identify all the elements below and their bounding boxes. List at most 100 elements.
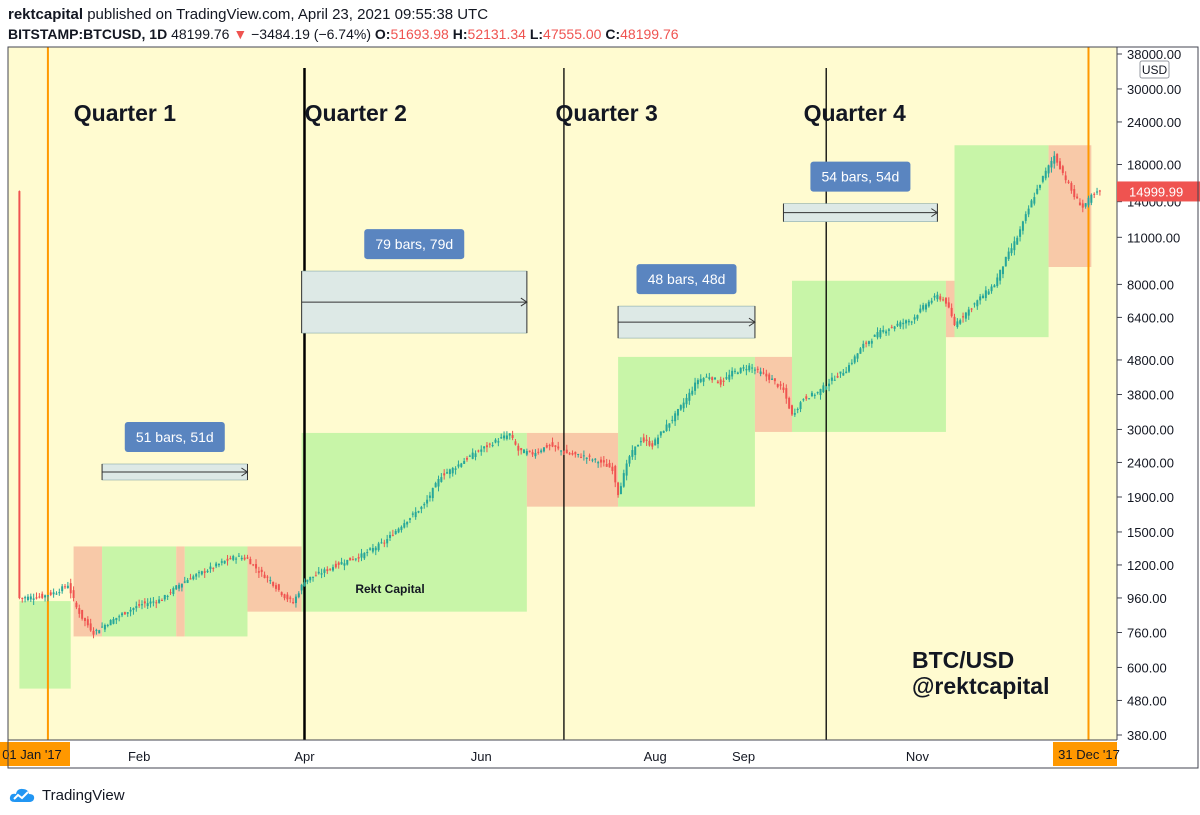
candle-down xyxy=(263,574,266,579)
candle-up xyxy=(135,606,138,609)
candle-down xyxy=(782,387,785,390)
candle-up xyxy=(924,304,927,310)
measure-arrow-head xyxy=(520,297,528,307)
candle-up xyxy=(591,459,594,461)
candle-down xyxy=(520,448,523,451)
candle-up xyxy=(982,295,985,299)
candle-up xyxy=(1096,191,1099,193)
candle-down xyxy=(711,377,714,381)
price-tick-label: 38000.00 xyxy=(1127,47,1181,62)
candle-up xyxy=(500,437,503,439)
author-name[interactable]: rektcapital xyxy=(8,6,84,23)
candle-down xyxy=(722,380,725,382)
pullback-zone xyxy=(945,280,955,338)
candle-up xyxy=(1044,170,1047,179)
measure-label: 79 bars, 79d xyxy=(375,236,453,252)
candle-down xyxy=(266,576,269,578)
candle-up xyxy=(363,552,366,559)
candle-up xyxy=(178,584,181,589)
candle-down xyxy=(537,451,540,453)
candle-down xyxy=(580,456,583,458)
candle-up xyxy=(403,523,406,528)
candle-down xyxy=(260,569,263,573)
measure-label: 48 bars, 48d xyxy=(648,271,726,287)
candle-down xyxy=(246,557,249,559)
candle-down xyxy=(255,564,258,569)
candle-up xyxy=(736,372,739,375)
candle-down xyxy=(226,558,229,561)
candle-down xyxy=(551,442,554,447)
candle-up xyxy=(103,624,106,630)
end-date-label: 31 Dec '17 xyxy=(1058,747,1120,762)
price-tick-label: 600.00 xyxy=(1127,660,1167,675)
corner-caption: @rektcapital xyxy=(912,673,1049,699)
candle-up xyxy=(927,301,930,307)
candle-up xyxy=(637,444,640,447)
high-value: 52131.34 xyxy=(467,26,526,42)
candle-up xyxy=(52,592,55,595)
candle-up xyxy=(628,456,631,464)
candle-up xyxy=(371,548,374,552)
candle-up xyxy=(582,455,585,457)
candle-down xyxy=(1073,189,1076,198)
candle-down xyxy=(805,396,808,399)
candle-up xyxy=(98,630,101,634)
candle-down xyxy=(326,569,329,571)
candle-down xyxy=(292,602,295,604)
candle-up xyxy=(115,617,118,621)
candle-up xyxy=(198,572,201,574)
candle-up xyxy=(411,513,414,515)
candle-up xyxy=(186,579,189,583)
candle-up xyxy=(300,584,303,591)
time-axis xyxy=(0,740,1200,768)
candle-up xyxy=(175,585,178,590)
candle-down xyxy=(865,342,868,344)
candle-up xyxy=(480,449,483,452)
candle-down xyxy=(785,388,788,399)
candle-up xyxy=(140,604,143,606)
candle-up xyxy=(733,370,736,372)
candle-down xyxy=(788,398,791,409)
candle-up xyxy=(933,295,936,298)
candle-up xyxy=(577,453,580,455)
candle-up xyxy=(232,556,235,560)
candle-up xyxy=(896,323,899,326)
candle-down xyxy=(35,597,38,599)
candle-up xyxy=(414,511,417,518)
candle-down xyxy=(574,451,577,455)
quarter-label: Quarter 4 xyxy=(804,100,906,126)
candle-down xyxy=(78,608,81,614)
high-label: H: xyxy=(452,26,468,42)
candle-up xyxy=(235,558,238,560)
tradingview-logo[interactable]: TradingView xyxy=(8,786,125,804)
candle-down xyxy=(160,600,163,602)
candle-up xyxy=(55,593,58,595)
candle-up xyxy=(597,462,600,464)
candle-up xyxy=(1090,194,1093,203)
candle-down xyxy=(571,453,574,455)
candle-up xyxy=(905,320,908,324)
candle-down xyxy=(280,592,283,596)
candle-up xyxy=(833,379,836,381)
price-tick-label: 8000.00 xyxy=(1127,277,1174,292)
price-tick-label: 1500.00 xyxy=(1127,525,1174,540)
candle-up xyxy=(408,518,411,520)
candle-down xyxy=(716,381,719,384)
candle-up xyxy=(1041,175,1044,182)
candle-down xyxy=(768,374,771,380)
candle-up xyxy=(1021,221,1024,231)
candle-up xyxy=(192,576,195,580)
candle-down xyxy=(277,584,280,590)
candle-up xyxy=(146,603,149,607)
candle-down xyxy=(383,542,386,544)
candle-down xyxy=(548,445,551,447)
candle-up xyxy=(426,499,429,504)
candle-up xyxy=(206,570,209,573)
close-value: 48199.76 xyxy=(620,26,679,42)
rally-zone xyxy=(954,145,1049,338)
candle-up xyxy=(910,321,913,323)
price-tick-label: 3800.00 xyxy=(1127,388,1174,403)
candle-down xyxy=(229,557,232,560)
measure-arrow-head xyxy=(748,317,756,327)
